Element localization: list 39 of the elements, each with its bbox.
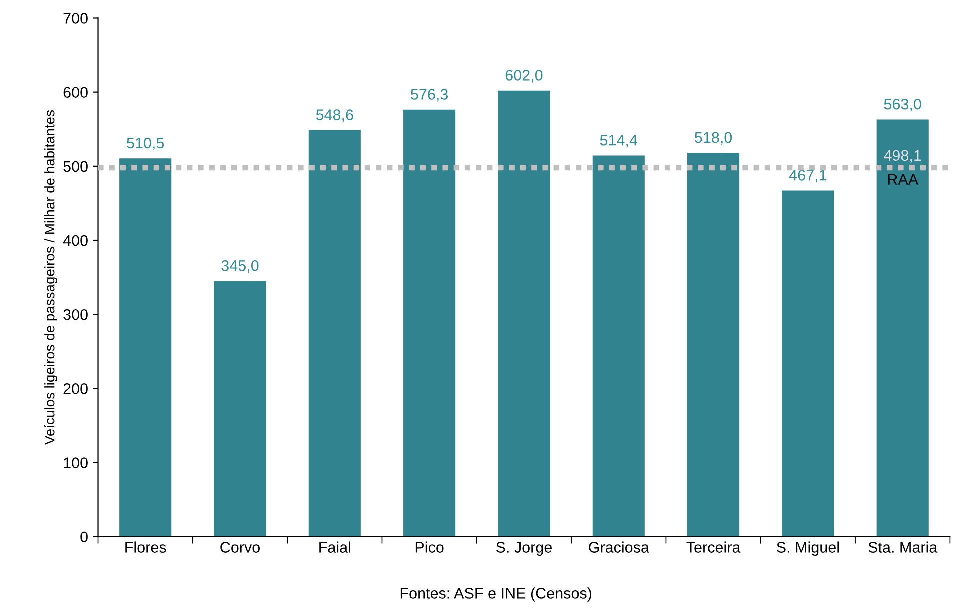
data-label: 563,0 — [884, 98, 922, 112]
bar — [876, 120, 929, 537]
data-label: 514,4 — [600, 135, 638, 148]
bar — [498, 90, 550, 537]
x-tick-label: Terceira — [686, 542, 741, 553]
y-tick-label: 300 — [64, 309, 88, 320]
y-tick-label: 0 — [80, 532, 88, 543]
x-tick-label: S. Miguel — [777, 542, 840, 556]
bar — [782, 190, 834, 537]
data-label: 467,1 — [789, 170, 827, 183]
data-label: 518,0 — [695, 132, 732, 145]
bar — [404, 110, 456, 537]
x-tick-label: Graciosa — [589, 542, 650, 553]
data-label: 576,3 — [411, 89, 448, 102]
y-tick-label: 100 — [64, 458, 88, 468]
ref-line-label: RAA — [888, 174, 919, 185]
bar — [214, 281, 266, 537]
x-tick-label: Flores — [126, 542, 166, 553]
y-tick-label: 700 — [64, 13, 88, 24]
data-label: 602,0 — [506, 70, 543, 83]
x-tick-label: Pico — [416, 542, 444, 553]
x-tick-label: S. Jorge — [496, 542, 552, 556]
data-label: 345,0 — [222, 260, 259, 274]
data-label: 510,5 — [127, 138, 164, 150]
data-label: 548,6 — [316, 110, 354, 122]
y-axis-title: Veículos ligeiros de passageiros / Milhar de habitantes — [44, 110, 58, 446]
bar — [308, 130, 361, 537]
y-tick-label: 400 — [63, 235, 88, 246]
bar — [120, 158, 172, 537]
x-tick-label: Corvo — [220, 542, 260, 553]
text: Fontes: ASF e INE (Censos) — [400, 588, 592, 602]
y-tick-label: 600 — [64, 87, 88, 98]
bar — [592, 156, 645, 537]
annotation: 498,1 — [884, 150, 922, 163]
x-tick-label: Faial — [320, 542, 350, 553]
bar — [688, 153, 740, 537]
y-tick-label: 200 — [64, 384, 88, 394]
x-tick-label: Sta. Maria — [868, 542, 938, 553]
y-tick-label: 500 — [64, 161, 88, 172]
